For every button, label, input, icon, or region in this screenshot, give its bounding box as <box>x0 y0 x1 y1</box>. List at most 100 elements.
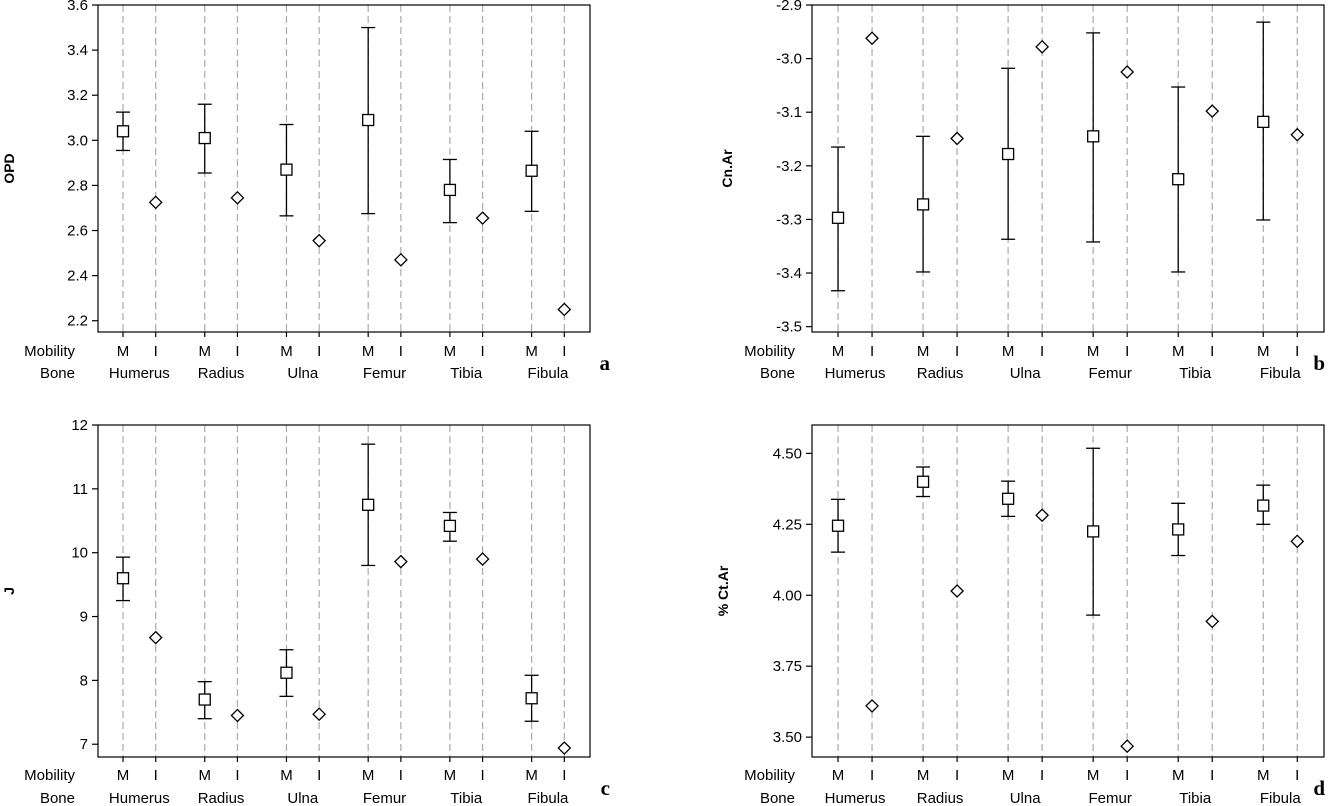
bone-tick-label: Radius <box>198 365 245 382</box>
panel-letter: b <box>1313 351 1325 375</box>
mobility-tick-label: M <box>832 343 845 360</box>
bone-tick-label: Femur <box>1089 790 1132 806</box>
mean-marker-diamond <box>475 211 490 226</box>
mean-marker-square <box>116 572 130 585</box>
chart-panel-b: -3.5 -3.4 -3.3 -3.2 -3.1 -3.0 -2.9 Cn.Ar Mobilit… <box>719 0 1325 382</box>
row-label-bone: Bone <box>760 790 795 806</box>
mean-marker-diamond <box>557 302 572 317</box>
plot-frame <box>97 4 591 333</box>
bone-tick-label: Humerus <box>109 790 170 806</box>
y-tick-label: -3.3 <box>776 211 802 228</box>
mobility-tick-label: I <box>317 767 321 784</box>
mobility-tick-label: M <box>444 343 457 360</box>
mobility-tick-label: M <box>832 767 845 784</box>
mean-marker-diamond <box>393 252 408 267</box>
y-tick-label: -3.1 <box>776 104 802 121</box>
mean-marker-square <box>1001 147 1015 161</box>
mean-marker-square <box>1257 499 1270 512</box>
mobility-tick-label: I <box>562 767 566 784</box>
y-tick-label: 3.0 <box>67 132 88 149</box>
mean-marker-square <box>916 475 930 488</box>
mobility-tick-label: I <box>1210 767 1214 784</box>
bone-tick-label: Ulna <box>287 365 319 382</box>
chart-panel-a: 2.2 2.4 2.6 2.8 3.0 3.2 3.4 3.6 OPD Mobility Bone M… <box>1 0 611 382</box>
mean-marker-diamond <box>312 707 327 722</box>
row-label-mobility: Mobility <box>744 767 795 784</box>
mean-marker-diamond <box>1205 104 1220 119</box>
mobility-tick-label: I <box>1125 343 1129 360</box>
bone-tick-label: Humerus <box>109 365 170 382</box>
row-label-mobility: Mobility <box>24 343 75 360</box>
bone-tick-label: Fibula <box>1260 365 1302 382</box>
mobility-tick-label: I <box>154 767 158 784</box>
mobility-tick-label: I <box>399 767 403 784</box>
mean-marker-diamond <box>950 131 965 146</box>
row-label-mobility: Mobility <box>744 343 795 360</box>
y-tick-label: 10 <box>71 545 88 562</box>
mean-marker-square <box>1172 173 1185 186</box>
y-tick-label: 2.8 <box>67 177 88 194</box>
mobility-tick-label: I <box>1295 767 1299 784</box>
y-tick-label: 8 <box>80 672 88 689</box>
mean-marker-square <box>443 183 457 197</box>
mobility-tick-label: M <box>1172 767 1185 784</box>
y-tick-label: 12 <box>71 417 88 434</box>
bone-tick-label: Femur <box>1089 365 1132 382</box>
mobility-tick-label: M <box>1257 767 1270 784</box>
mobility-tick-label: I <box>1040 767 1044 784</box>
mobility-tick-label: M <box>362 767 375 784</box>
row-label-mobility: Mobility <box>24 767 75 784</box>
mean-marker-diamond <box>1035 39 1050 54</box>
mean-marker-diamond <box>557 741 572 755</box>
mean-marker-square <box>1087 525 1100 538</box>
mean-marker-square <box>280 666 293 679</box>
y-tick-label: 3.50 <box>773 729 802 746</box>
mobility-tick-label: I <box>1295 343 1299 360</box>
mean-marker-diamond <box>393 554 408 569</box>
mobility-tick-label: I <box>1125 767 1129 784</box>
bone-tick-label: Tibia <box>450 365 483 382</box>
bone-tick-label: Fibula <box>528 790 570 806</box>
mobility-tick-label: M <box>198 767 211 784</box>
panel-letter: a <box>600 351 611 375</box>
y-tick-label: 9 <box>80 609 88 626</box>
mobility-tick-label: I <box>955 767 959 784</box>
mean-marker-square <box>116 125 130 138</box>
mean-marker-square <box>1087 130 1100 143</box>
mobility-tick-label: I <box>399 343 403 360</box>
chart-panel-d: 3.50 3.75 4.00 4.25 4.50 % Ct.Ar Mobility Bone M… <box>715 424 1325 806</box>
mobility-tick-label: M <box>1087 343 1100 360</box>
bone-tick-label: Humerus <box>825 365 886 382</box>
bone-tick-label: Femur <box>363 790 406 806</box>
row-label-bone: Bone <box>40 365 75 382</box>
row-label-bone: Bone <box>760 365 795 382</box>
mean-marker-square <box>443 519 457 533</box>
mean-marker-square <box>1172 523 1185 536</box>
mean-marker-square <box>525 692 538 705</box>
y-axis-label: J <box>1 587 17 595</box>
bone-tick-label: Radius <box>917 365 964 382</box>
mean-marker-diamond <box>1120 65 1135 79</box>
panel-letter: c <box>601 776 610 800</box>
y-axis-label: Cn.Ar <box>719 149 735 188</box>
bone-tick-label: Femur <box>363 365 406 382</box>
bone-tick-label: Ulna <box>1010 365 1042 382</box>
bone-tick-label: Radius <box>198 790 245 806</box>
mean-marker-square <box>280 163 293 176</box>
y-tick-label: 3.2 <box>67 87 88 104</box>
mean-marker-diamond <box>148 195 163 210</box>
mobility-tick-label: I <box>481 767 485 784</box>
mean-marker-square <box>198 693 211 706</box>
bone-tick-label: Ulna <box>1010 790 1042 806</box>
mobility-tick-label: M <box>525 767 538 784</box>
y-tick-label: 4.25 <box>773 516 802 533</box>
mean-marker-square <box>198 131 211 145</box>
y-axis-label: OPD <box>1 153 17 183</box>
mobility-tick-label: M <box>1002 343 1015 360</box>
bone-tick-label: Tibia <box>450 790 483 806</box>
y-tick-label: 2.6 <box>67 223 88 240</box>
mobility-tick-label: I <box>562 343 566 360</box>
mobility-tick-label: M <box>1172 343 1185 360</box>
y-axis-label: % Ct.Ar <box>715 565 731 616</box>
plot-frame <box>811 4 1325 333</box>
